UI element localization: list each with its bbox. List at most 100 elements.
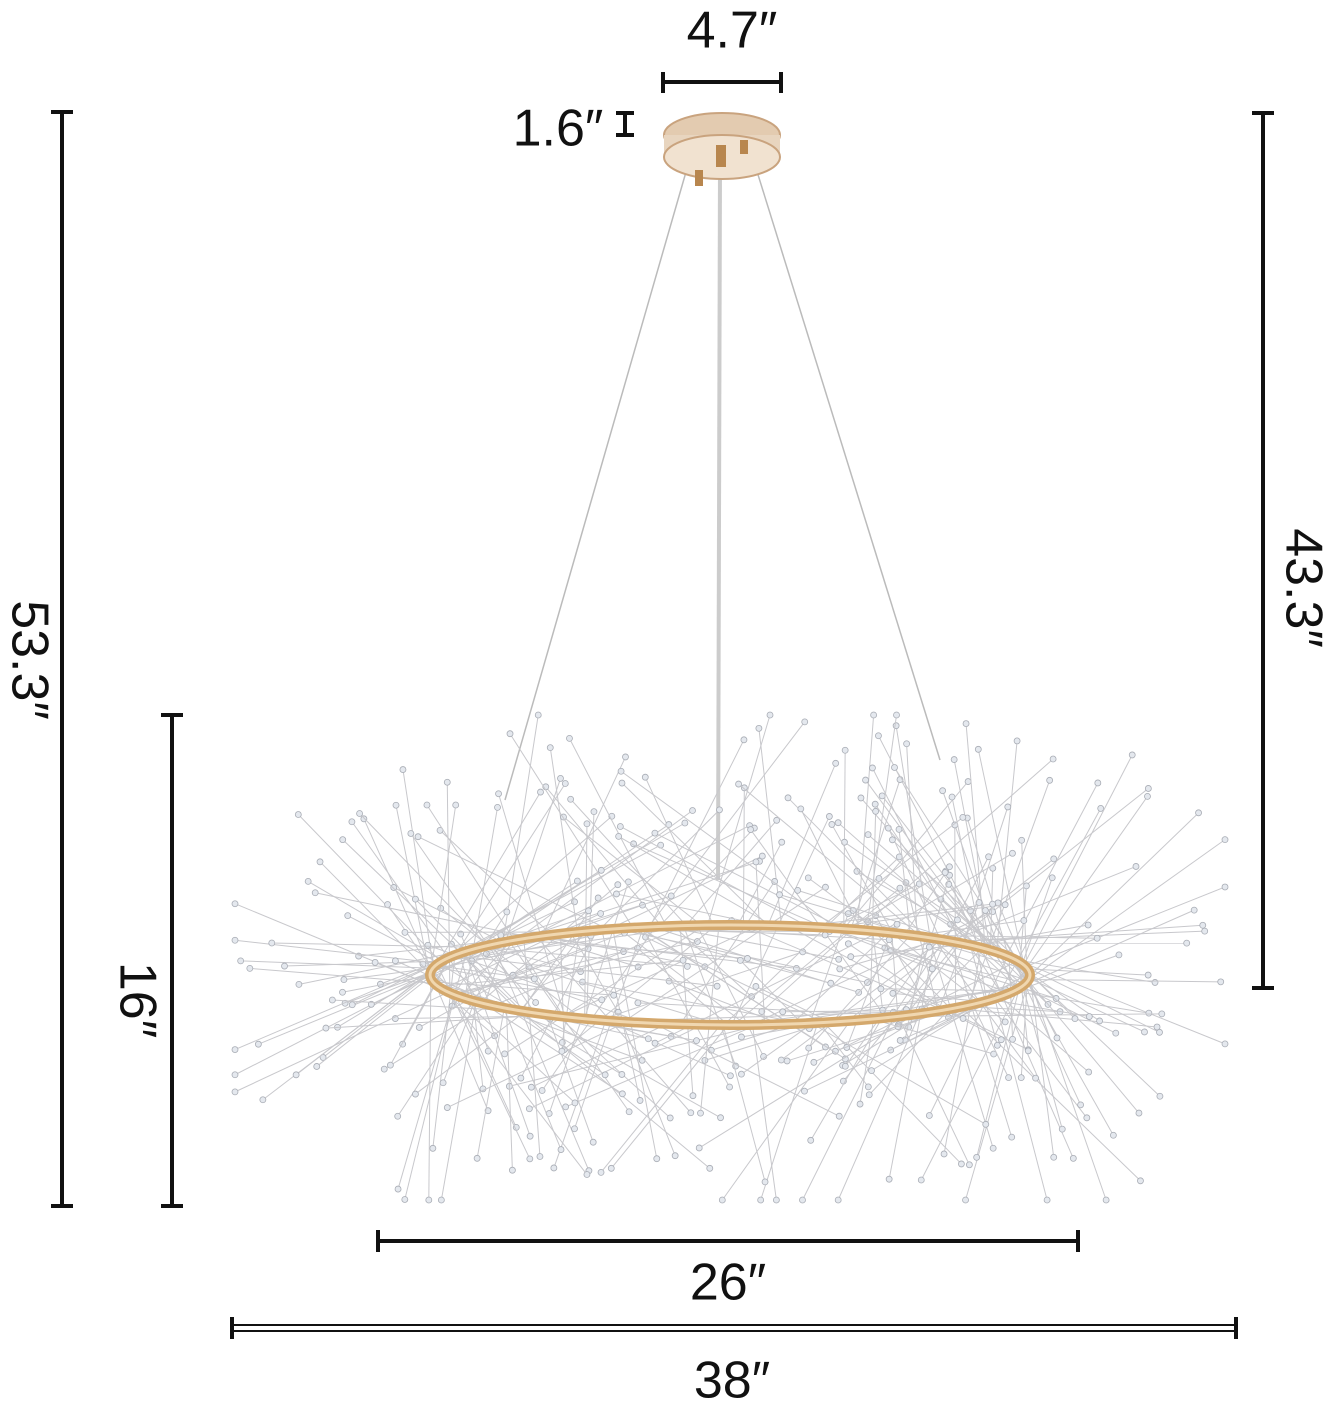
strand bbox=[600, 1024, 721, 1173]
crystal bbox=[534, 711, 542, 719]
crystal bbox=[1032, 1074, 1039, 1082]
strand bbox=[549, 747, 578, 933]
crystal bbox=[530, 975, 538, 983]
strand bbox=[696, 925, 765, 1057]
crystal bbox=[835, 1112, 843, 1120]
strand bbox=[920, 988, 1019, 1181]
crystal bbox=[268, 939, 276, 947]
crystal bbox=[394, 1112, 402, 1120]
crystal bbox=[736, 956, 744, 964]
crystal bbox=[439, 1079, 447, 1087]
crystal bbox=[917, 1176, 925, 1184]
crystal bbox=[536, 1153, 544, 1160]
crystal bbox=[360, 815, 368, 823]
strand bbox=[1029, 972, 1100, 1022]
strand bbox=[951, 941, 1013, 1138]
crystal bbox=[508, 1166, 516, 1174]
crystal bbox=[713, 982, 721, 990]
strand bbox=[871, 1000, 986, 1072]
strand bbox=[569, 738, 667, 927]
crystal bbox=[550, 1164, 558, 1172]
crystal bbox=[1137, 1177, 1144, 1185]
strand bbox=[880, 988, 1015, 992]
crystal bbox=[701, 1056, 709, 1064]
strand bbox=[850, 943, 967, 958]
crystal bbox=[401, 928, 409, 936]
crystal bbox=[1112, 1029, 1120, 1037]
strand bbox=[649, 739, 745, 928]
strand bbox=[906, 980, 1028, 1011]
crystal bbox=[231, 1046, 239, 1053]
crystal bbox=[546, 744, 554, 752]
crystal bbox=[959, 1015, 967, 1022]
crystal bbox=[231, 900, 239, 908]
crystal bbox=[1024, 1047, 1032, 1055]
crystal bbox=[925, 943, 933, 951]
strand bbox=[871, 1018, 994, 1055]
crystal bbox=[761, 1178, 769, 1186]
strand bbox=[436, 791, 541, 965]
crystal bbox=[1053, 1034, 1061, 1042]
strand bbox=[1006, 782, 1099, 956]
strand bbox=[435, 965, 535, 980]
strand bbox=[325, 1014, 550, 1029]
crystal bbox=[526, 1155, 534, 1163]
strand bbox=[389, 957, 450, 1066]
crystal bbox=[946, 863, 953, 871]
crystal bbox=[1144, 793, 1151, 800]
strand bbox=[723, 856, 900, 1026]
strand bbox=[850, 779, 901, 930]
strand bbox=[969, 910, 988, 1001]
strand bbox=[811, 1022, 987, 1125]
strand bbox=[434, 966, 602, 1001]
strand bbox=[1013, 958, 1114, 1136]
strand bbox=[620, 770, 838, 929]
crystal bbox=[538, 1087, 546, 1094]
strand bbox=[679, 925, 694, 1096]
strand bbox=[624, 932, 747, 1026]
strand bbox=[342, 974, 431, 993]
crystal bbox=[706, 1164, 714, 1172]
strand bbox=[1021, 877, 1053, 964]
crystal bbox=[841, 838, 848, 846]
strand bbox=[892, 839, 1030, 971]
strand bbox=[682, 925, 737, 1067]
crystal bbox=[959, 813, 967, 821]
crystal bbox=[716, 806, 723, 814]
crystal bbox=[1083, 1114, 1091, 1122]
strand bbox=[402, 769, 437, 986]
crystal bbox=[610, 991, 618, 999]
strand bbox=[996, 740, 1018, 953]
strand bbox=[546, 1014, 594, 1143]
strand bbox=[440, 907, 582, 1019]
strand bbox=[1008, 796, 1148, 994]
crystal bbox=[771, 878, 779, 885]
strand bbox=[488, 824, 670, 946]
strand bbox=[234, 991, 449, 1093]
crystal bbox=[982, 1120, 990, 1128]
strand bbox=[478, 947, 562, 1150]
strand bbox=[767, 763, 837, 926]
crystal bbox=[1156, 1092, 1164, 1100]
strand bbox=[827, 904, 1006, 929]
strand bbox=[827, 927, 933, 970]
crystal bbox=[484, 1107, 492, 1115]
crystal bbox=[473, 1154, 481, 1162]
crystal bbox=[557, 775, 564, 782]
strand bbox=[791, 923, 898, 1025]
crystal bbox=[825, 813, 833, 820]
strand bbox=[623, 927, 831, 984]
crystal bbox=[1144, 785, 1152, 792]
crystal bbox=[644, 1035, 652, 1043]
crystal bbox=[615, 832, 623, 840]
dimension-lines bbox=[51, 72, 1274, 1339]
strand bbox=[570, 932, 619, 1013]
strand bbox=[460, 933, 491, 1006]
crystal bbox=[903, 740, 911, 748]
strand bbox=[738, 783, 921, 937]
crystal bbox=[246, 964, 254, 972]
crystal bbox=[735, 780, 742, 788]
strand bbox=[351, 821, 481, 1003]
crystal bbox=[864, 831, 872, 839]
crystal bbox=[526, 1132, 534, 1140]
